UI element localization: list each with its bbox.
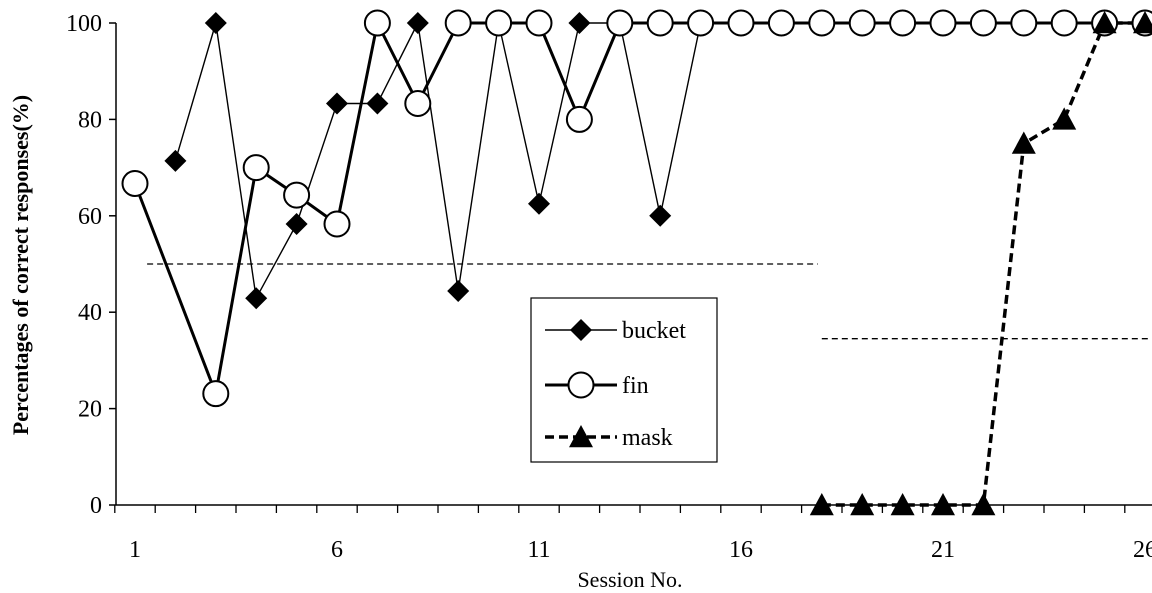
fin-point-15 — [687, 9, 715, 37]
y-tick-label-20: 20 — [78, 397, 102, 423]
fin-point-9 — [444, 9, 472, 37]
fin-point-3 — [202, 380, 230, 408]
series-line-bucket — [174, 22, 1145, 299]
fin-point-12 — [565, 105, 593, 133]
x-tick-label-11: 11 — [527, 537, 550, 563]
y-tick-label-40: 40 — [78, 300, 102, 326]
fin-point-6 — [323, 210, 351, 238]
bucket-point-4 — [245, 287, 268, 310]
mask-point-22 — [971, 493, 996, 516]
bucket-point-2 — [164, 149, 187, 172]
fin-point-24 — [1050, 9, 1078, 37]
bucket-point-8 — [406, 12, 429, 34]
bucket-point-7 — [366, 92, 389, 115]
fin-point-18 — [808, 9, 836, 37]
fin-point-10 — [485, 9, 513, 37]
series-line-mask — [821, 21, 1145, 507]
series-layer — [121, 9, 1152, 516]
x-tick-label-1: 1 — [129, 537, 141, 563]
y-tick-label-80: 80 — [78, 107, 102, 133]
x-tick-label-16: 16 — [729, 537, 753, 563]
bucket-point-5 — [285, 212, 308, 235]
fin-point-23 — [1010, 9, 1038, 37]
fin-point-20 — [889, 9, 917, 37]
fin-point-7 — [363, 9, 391, 37]
bucket-point-14 — [649, 204, 672, 227]
y-tick-label-60: 60 — [78, 204, 102, 230]
fin-point-11 — [525, 9, 553, 37]
legend-label-fin: fin — [622, 373, 649, 399]
fin-point-22 — [969, 9, 997, 37]
legend-marker-fin — [567, 371, 595, 399]
fin-point-4 — [242, 154, 270, 182]
y-tick-label-100: 100 — [66, 11, 102, 37]
mask-point-18 — [809, 493, 834, 516]
legend-box — [530, 297, 718, 463]
y-axis-title: Percentages of correct responses(%) — [8, 95, 33, 435]
fin-point-5 — [283, 181, 311, 209]
mask-point-21 — [931, 493, 955, 516]
legend-label-mask: mask — [622, 425, 673, 451]
fin-point-16 — [727, 9, 755, 37]
x-tick-label-6: 6 — [331, 537, 343, 563]
mask-point-24 — [1052, 107, 1077, 130]
fin-point-13 — [606, 9, 634, 37]
x-tick-label-26: 26 — [1133, 537, 1152, 563]
legend-label-bucket: bucket — [622, 318, 686, 344]
reference-lines — [147, 263, 1150, 340]
fin-point-14 — [646, 9, 674, 37]
legend: bucket fin mask — [530, 297, 718, 463]
bucket-point-3 — [204, 12, 227, 34]
mask-point-20 — [890, 493, 915, 516]
fin-point-21 — [929, 9, 957, 37]
fin-point-1 — [121, 170, 149, 198]
x-tick-label-21: 21 — [931, 537, 955, 563]
fin-point-8 — [404, 89, 432, 117]
mask-point-25 — [1092, 11, 1117, 34]
bucket-point-9 — [447, 279, 470, 302]
bucket-point-11 — [528, 192, 550, 215]
legend-marker-mask — [569, 425, 593, 448]
mask-point-26 — [1133, 11, 1152, 34]
x-axis-title: Session No. — [577, 567, 682, 592]
mask-point-19 — [850, 493, 875, 516]
fin-point-17 — [767, 9, 795, 37]
mask-point-23 — [1011, 131, 1036, 154]
bucket-point-12 — [568, 12, 591, 34]
fin-point-19 — [848, 9, 876, 37]
bucket-point-6 — [326, 92, 348, 115]
y-tick-label-0: 0 — [90, 493, 102, 519]
legend-marker-bucket — [570, 319, 592, 341]
